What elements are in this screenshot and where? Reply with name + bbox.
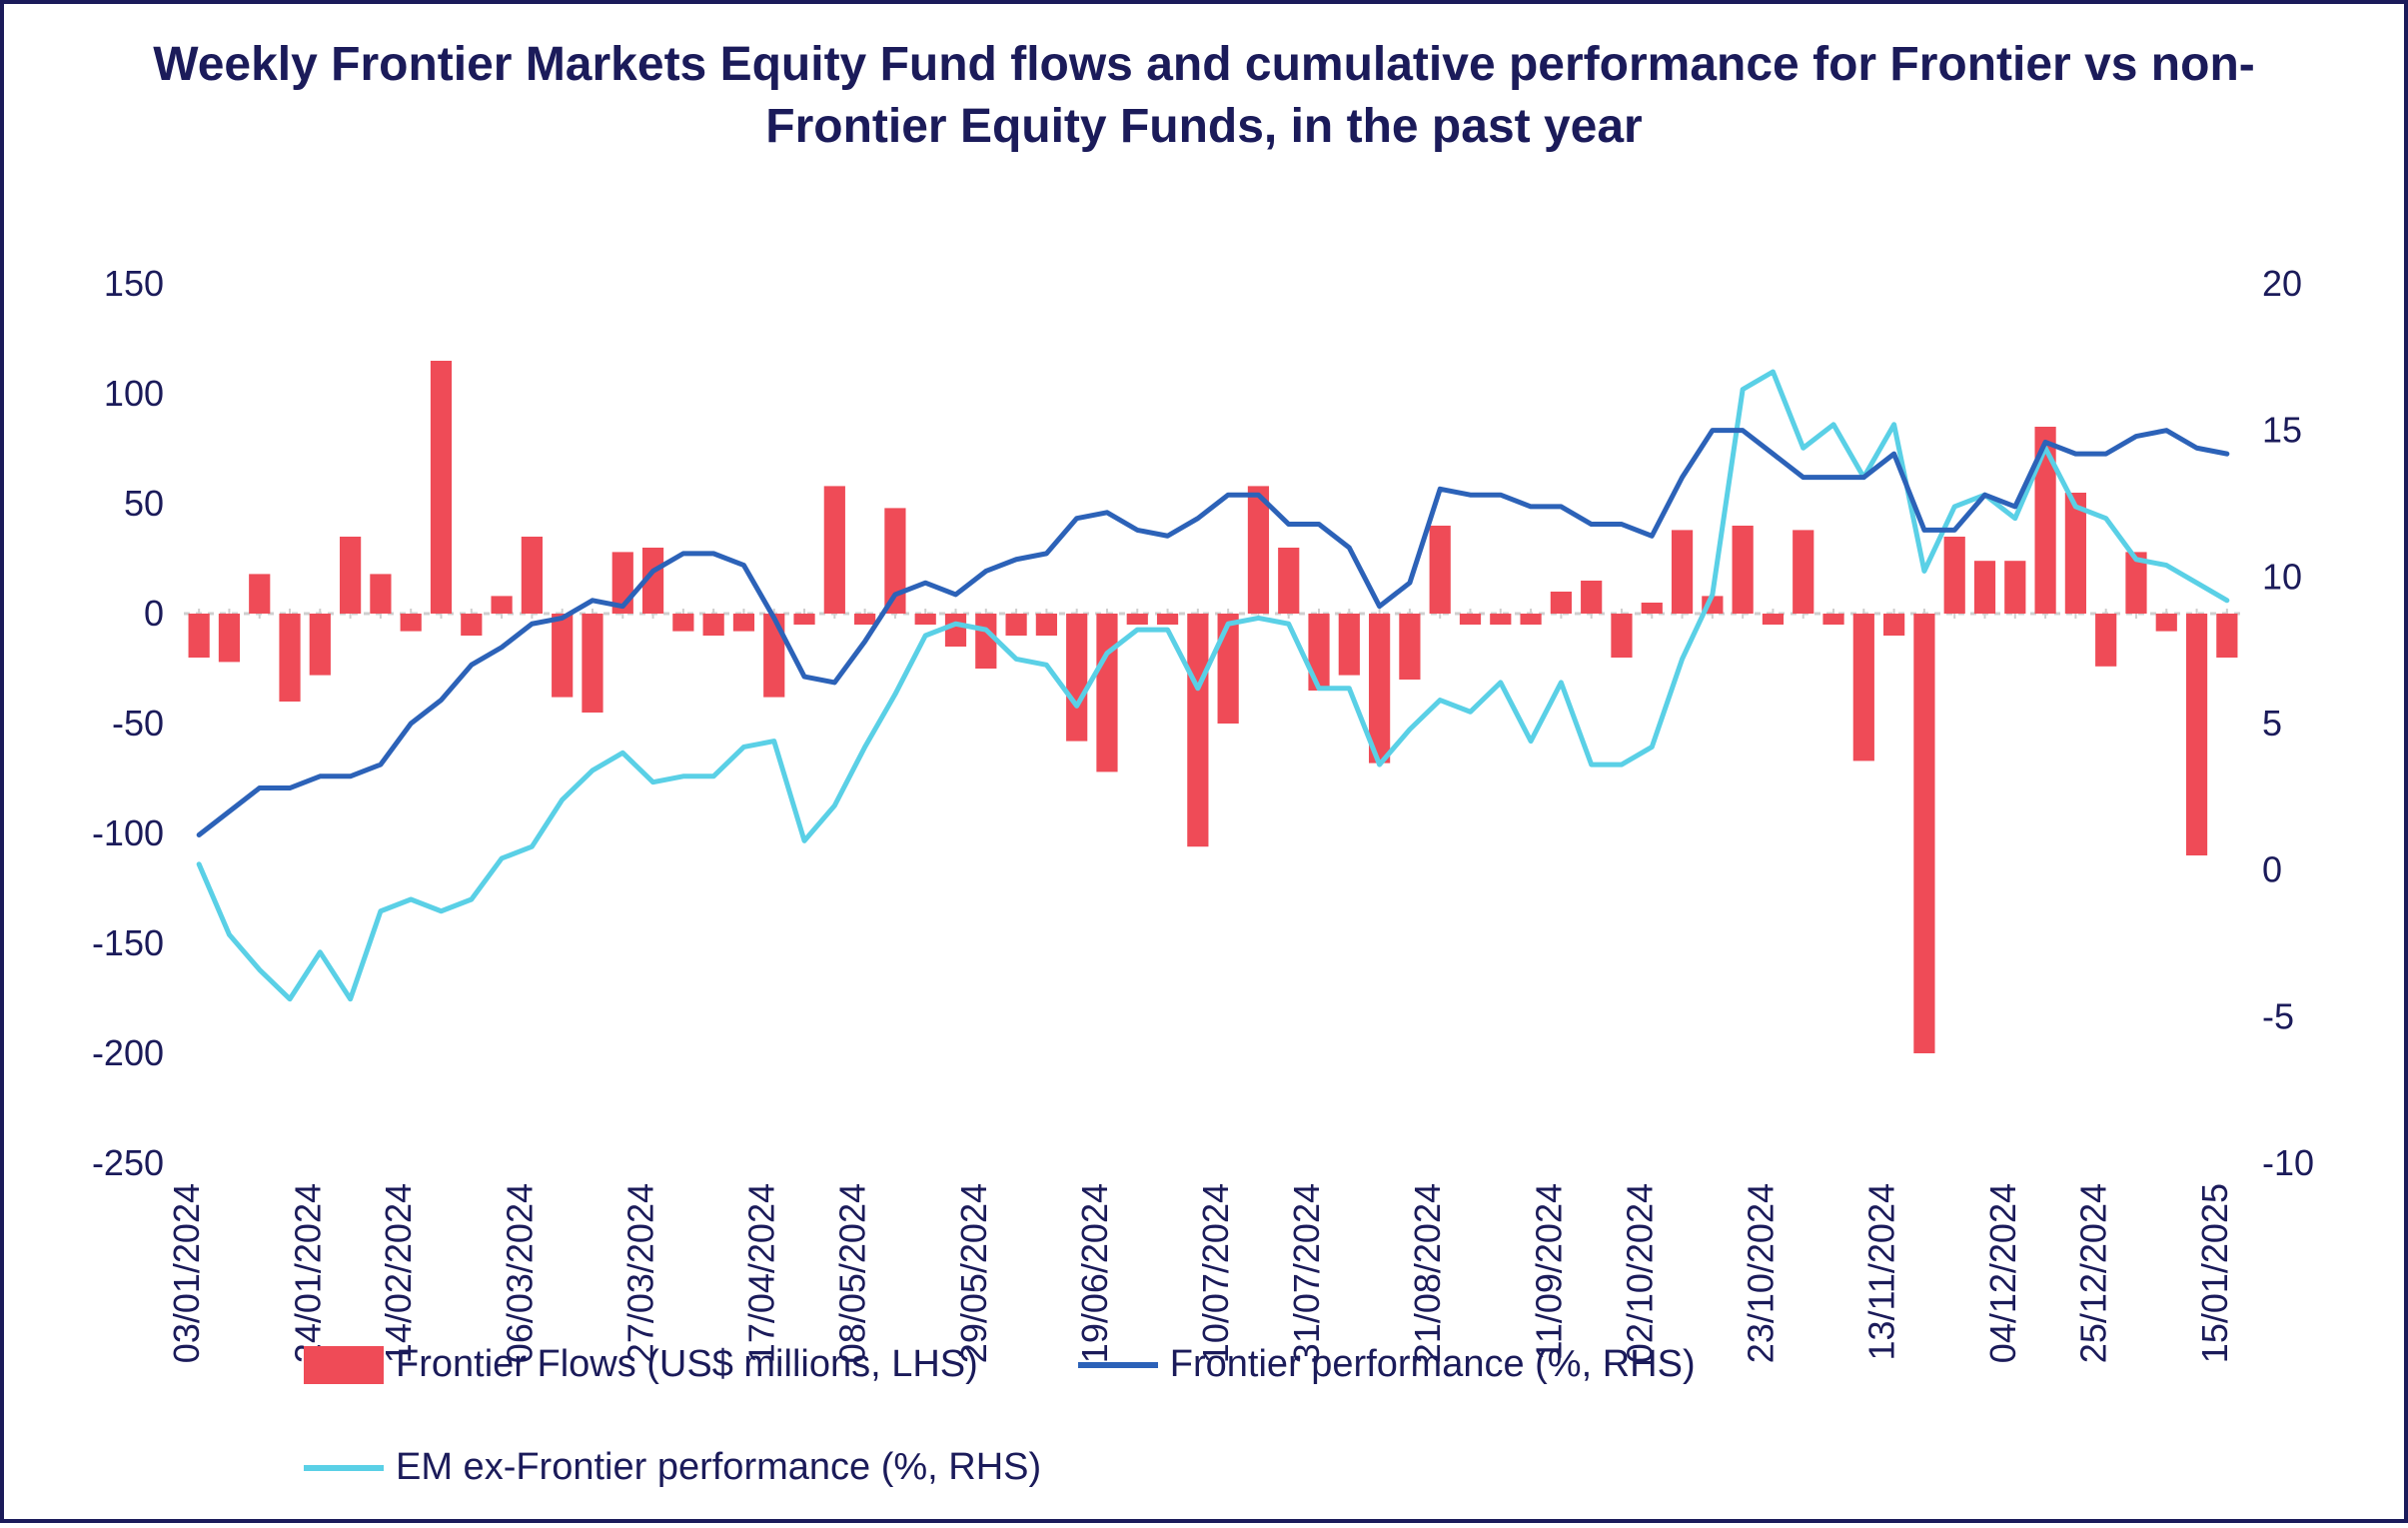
legend-item-line1: Frontier performance (%, RHS) xyxy=(1078,1343,1696,1386)
svg-text:-150: -150 xyxy=(92,922,164,963)
legend-label-line2: EM ex-Frontier performance (%, RHS) xyxy=(396,1446,1041,1489)
svg-text:5: 5 xyxy=(2262,703,2282,744)
svg-text:14/02/2024: 14/02/2024 xyxy=(378,1183,419,1363)
svg-text:04/12/2024: 04/12/2024 xyxy=(1982,1183,2023,1363)
svg-text:150: 150 xyxy=(104,263,164,304)
svg-text:-100: -100 xyxy=(92,812,164,853)
svg-text:20: 20 xyxy=(2262,263,2302,304)
svg-text:10: 10 xyxy=(2262,556,2302,597)
svg-text:-10: -10 xyxy=(2262,1142,2314,1183)
svg-text:11/09/2024: 11/09/2024 xyxy=(1528,1183,1569,1361)
svg-text:100: 100 xyxy=(104,373,164,414)
svg-text:03/01/2024: 03/01/2024 xyxy=(166,1183,207,1363)
svg-text:0: 0 xyxy=(144,593,164,634)
svg-text:08/05/2024: 08/05/2024 xyxy=(832,1183,873,1363)
svg-text:-200: -200 xyxy=(92,1032,164,1073)
chart-title: Weekly Frontier Markets Equity Fund flow… xyxy=(4,34,2404,159)
svg-text:13/11/2024: 13/11/2024 xyxy=(1861,1183,1902,1361)
svg-text:15/01/2025: 15/01/2025 xyxy=(2194,1183,2235,1363)
svg-text:21/08/2024: 21/08/2024 xyxy=(1407,1183,1448,1363)
legend-swatch-line1 xyxy=(1078,1362,1158,1368)
svg-text:19/06/2024: 19/06/2024 xyxy=(1074,1183,1115,1363)
svg-text:17/04/2024: 17/04/2024 xyxy=(741,1183,782,1363)
legend-label-bars: Frontier Flows (US$ millions, LHS) xyxy=(396,1343,978,1386)
svg-text:15: 15 xyxy=(2262,410,2302,451)
chart-plot-area: -250-200-150-100-50050100150-10-50510152… xyxy=(4,254,2404,1519)
legend-swatch-bar xyxy=(304,1346,384,1384)
svg-text:02/10/2024: 02/10/2024 xyxy=(1619,1183,1660,1363)
svg-text:10/07/2024: 10/07/2024 xyxy=(1195,1183,1236,1363)
svg-text:27/03/2024: 27/03/2024 xyxy=(620,1183,661,1363)
svg-text:06/03/2024: 06/03/2024 xyxy=(499,1183,540,1363)
svg-text:-5: -5 xyxy=(2262,995,2294,1036)
legend-swatch-line2 xyxy=(304,1465,384,1471)
svg-text:50: 50 xyxy=(124,483,164,524)
svg-text:25/12/2024: 25/12/2024 xyxy=(2073,1183,2114,1363)
svg-text:31/07/2024: 31/07/2024 xyxy=(1286,1183,1327,1363)
svg-text:24/01/2024: 24/01/2024 xyxy=(287,1183,328,1363)
legend-label-line1: Frontier performance (%, RHS) xyxy=(1170,1343,1696,1386)
svg-text:-50: -50 xyxy=(112,703,164,744)
svg-text:0: 0 xyxy=(2262,849,2282,890)
svg-text:23/10/2024: 23/10/2024 xyxy=(1740,1183,1781,1363)
legend-item-line2: EM ex-Frontier performance (%, RHS) xyxy=(304,1446,1041,1489)
chart-container: Weekly Frontier Markets Equity Fund flow… xyxy=(0,0,2408,1523)
svg-text:29/05/2024: 29/05/2024 xyxy=(953,1183,994,1363)
svg-text:-250: -250 xyxy=(92,1142,164,1183)
chart-legend: Frontier Flows (US$ millions, LHS) Front… xyxy=(304,1343,2304,1489)
legend-item-bars: Frontier Flows (US$ millions, LHS) xyxy=(304,1343,978,1386)
